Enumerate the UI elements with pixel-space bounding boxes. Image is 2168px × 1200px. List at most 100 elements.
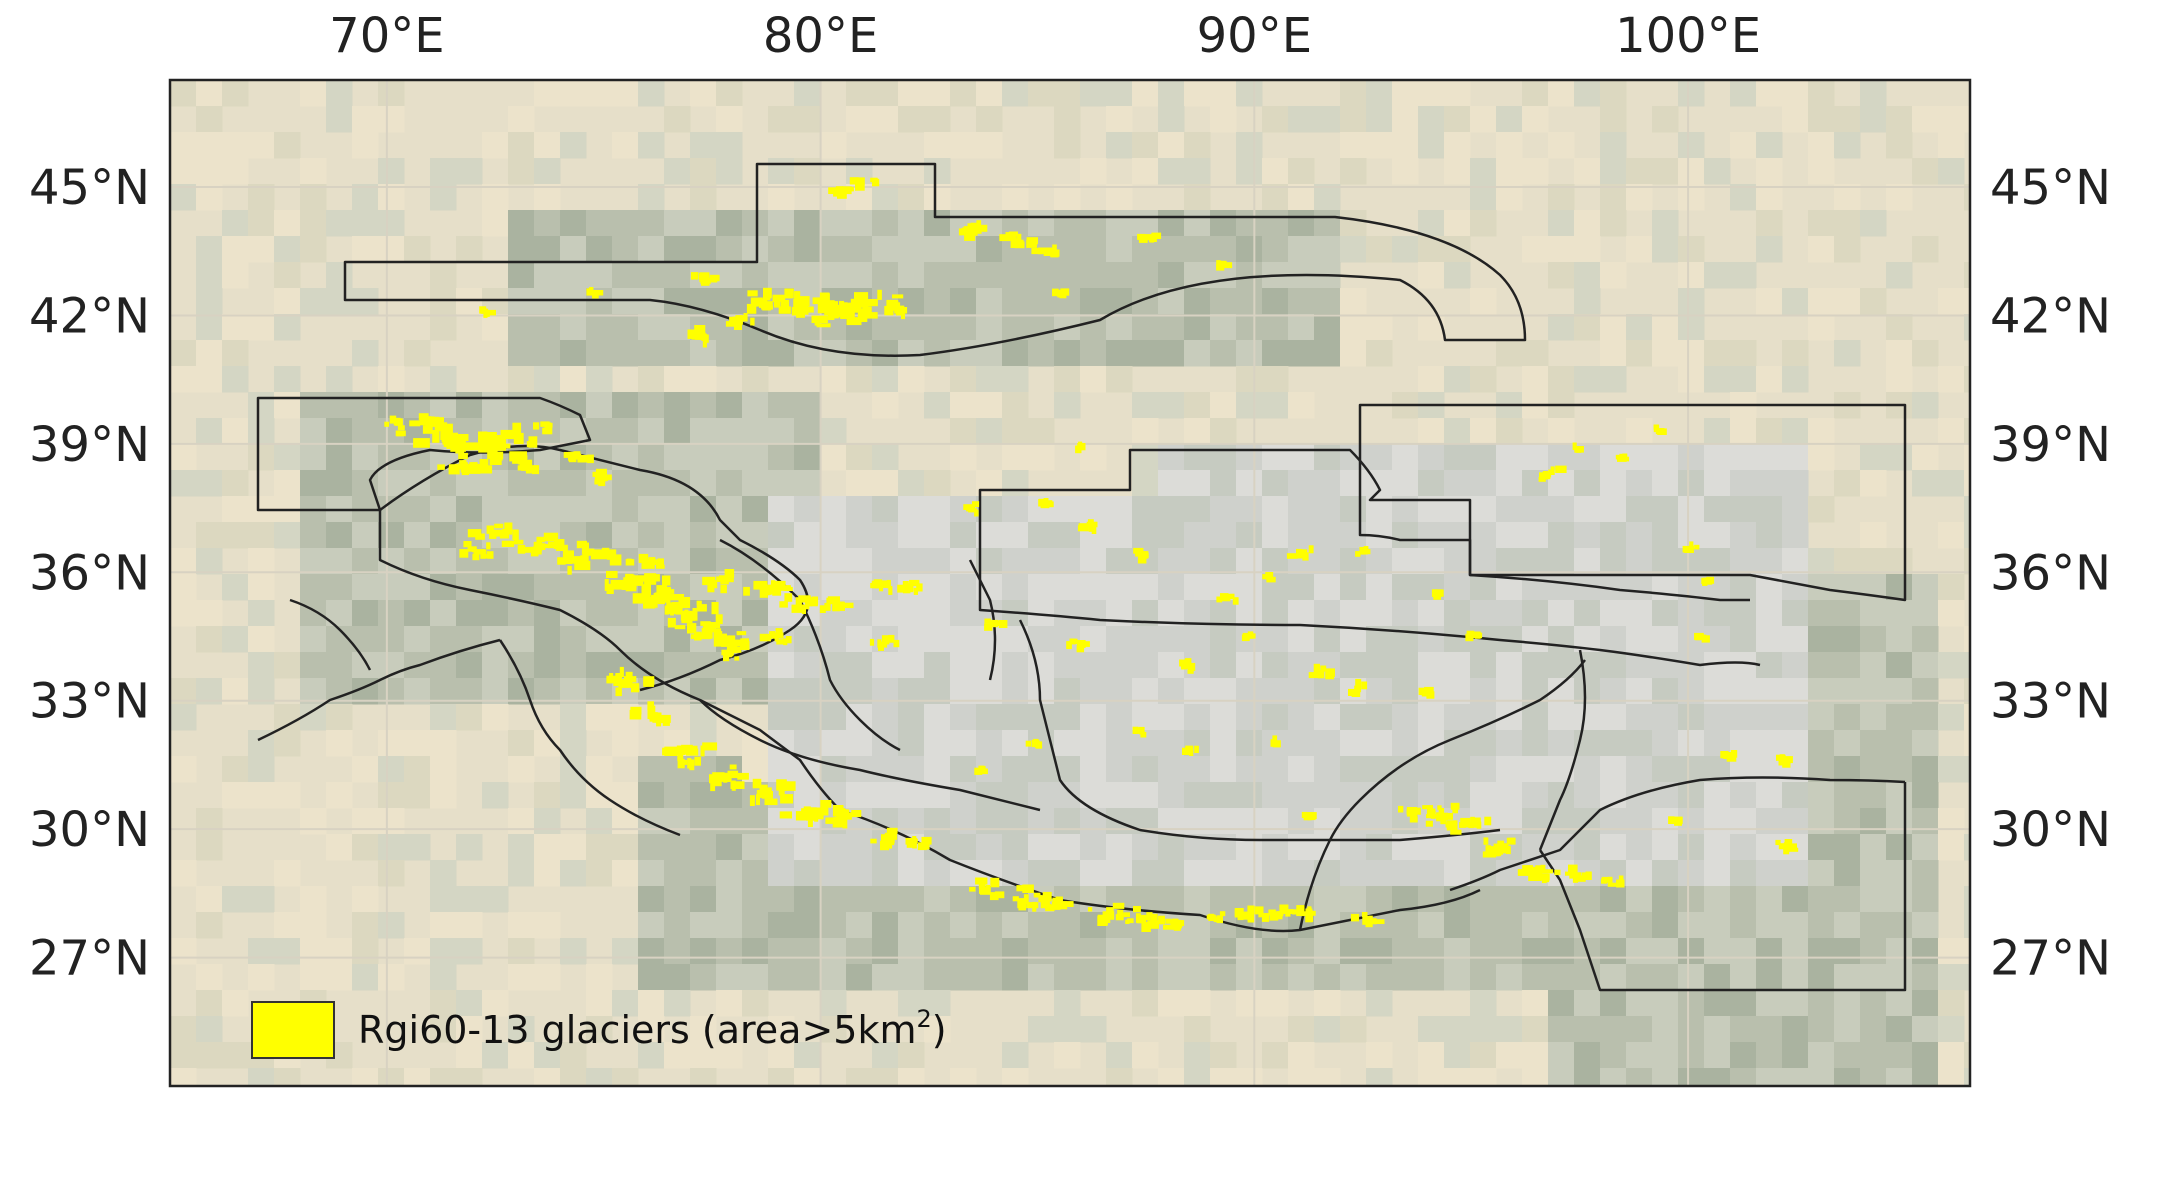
glacier-patch <box>642 585 650 597</box>
graticule <box>170 80 1970 1086</box>
glacier-cluster <box>759 628 792 646</box>
glacier-patch <box>548 541 559 549</box>
glacier-patch <box>759 633 771 642</box>
glacier-patch <box>1701 577 1711 584</box>
glacier-patch <box>517 544 526 554</box>
glacier-patch <box>1320 665 1327 672</box>
glacier-cluster <box>1066 638 1090 653</box>
glacier-patch <box>1237 914 1244 921</box>
glacier-patch <box>1585 871 1592 880</box>
glacier-patch <box>1258 912 1263 918</box>
glacier-patch <box>1617 455 1627 462</box>
glacier-cluster <box>1694 632 1710 643</box>
glacier-patch <box>1361 681 1368 690</box>
glacier-patch <box>1142 234 1152 241</box>
glacier-patch <box>601 547 610 558</box>
glacier-patch <box>1133 906 1141 913</box>
glacier-patch <box>469 462 478 470</box>
glacier-patch <box>1653 424 1659 433</box>
glacier-patch <box>596 468 607 476</box>
glacier-patch <box>419 417 427 426</box>
boundary-line <box>1298 659 1586 931</box>
glacier-cluster <box>832 808 862 829</box>
glacier-patch <box>734 639 743 647</box>
boundary-line <box>968 559 997 681</box>
glacier-patch <box>1439 813 1453 820</box>
glacier-patch <box>687 623 697 634</box>
glacier-patch <box>984 623 993 631</box>
glacier-patch <box>623 577 628 587</box>
glacier-patch <box>829 301 838 307</box>
glacier-patch <box>779 811 792 819</box>
glacier-cluster <box>1270 735 1281 748</box>
glacier-patch <box>670 603 675 616</box>
glacier-cluster <box>958 220 988 241</box>
glacier-cluster <box>586 287 604 299</box>
glacier-cluster <box>1163 918 1185 931</box>
glacier-patch <box>656 718 664 724</box>
glacier-patch <box>475 533 485 540</box>
glacier-patch <box>713 637 729 647</box>
glacier-patch <box>687 758 692 769</box>
glacier-cluster <box>1565 864 1592 883</box>
glacier-patch <box>760 784 768 795</box>
glacier-cluster <box>888 579 923 595</box>
glacier-patch <box>1247 914 1255 923</box>
glacier-patch <box>492 530 498 535</box>
glacier-patch <box>886 827 898 834</box>
glacier-cluster <box>974 765 988 775</box>
glacier-cluster <box>1720 750 1738 762</box>
glacier-patch <box>486 525 494 534</box>
glacier-cluster <box>409 413 444 427</box>
glacier-patch <box>1440 818 1447 825</box>
glacier-patch <box>727 770 739 779</box>
glacier-cluster <box>743 580 793 598</box>
glacier-patch <box>714 628 722 638</box>
glacier-patch <box>479 459 489 470</box>
glacier-patch <box>1306 812 1317 820</box>
glacier-patch <box>1115 914 1124 921</box>
glacier-patch <box>1355 551 1361 557</box>
glacier-cluster <box>702 569 735 594</box>
glacier-patch <box>500 429 515 440</box>
terrain-background <box>170 80 1970 1086</box>
glacier-patch <box>1135 551 1146 557</box>
glacier-patch <box>657 558 664 567</box>
glacier-patch <box>606 675 621 684</box>
glacier-patch <box>1137 556 1147 564</box>
glacier-patch <box>472 553 480 561</box>
glacier-patch <box>1365 915 1372 924</box>
glacier-patch <box>989 892 999 901</box>
glacier-patch <box>454 463 463 470</box>
glacier-patch <box>1616 879 1625 888</box>
glacier-patch <box>667 617 676 628</box>
glacier-patch <box>693 331 700 337</box>
glacier-patch <box>643 601 656 609</box>
glacier-patch <box>709 274 720 282</box>
glacier-patch <box>888 586 893 595</box>
glacier-patch <box>797 296 810 307</box>
glacier-patch <box>444 435 458 444</box>
glacier-patch <box>461 466 469 476</box>
glacier-patch <box>633 684 640 692</box>
glacier-patch <box>909 579 920 587</box>
glacier-patch <box>486 542 491 550</box>
glacier-patch <box>749 795 755 806</box>
glacier-patch <box>483 310 488 318</box>
glacier-patch <box>1469 631 1477 637</box>
glacier-patch <box>811 596 819 605</box>
glacier-patch <box>418 413 429 421</box>
glacier-patch <box>483 554 492 559</box>
glacier-cluster <box>1077 519 1098 534</box>
glacier-patch <box>816 323 831 328</box>
glacier-patch <box>1472 817 1481 825</box>
glacier-patch <box>755 794 760 806</box>
glacier-patch <box>855 178 864 185</box>
glacier-patch <box>963 504 974 510</box>
legend-label-sup: 2 <box>916 1005 931 1033</box>
glacier-patch <box>1247 905 1255 915</box>
glacier-patch <box>1218 916 1223 922</box>
glacier-patch <box>699 274 705 283</box>
glacier-patch <box>872 178 880 187</box>
glacier-patch <box>654 592 665 604</box>
